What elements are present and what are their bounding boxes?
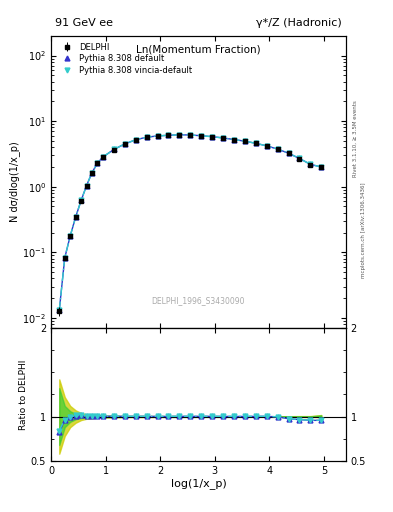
Pythia 8.308 vincia-default — [231, 136, 236, 142]
Text: 91 GeV ee: 91 GeV ee — [55, 18, 113, 28]
Pythia 8.308 default — [242, 138, 247, 144]
X-axis label: log(1/x_p): log(1/x_p) — [171, 478, 226, 489]
Text: Ln(Momentum Fraction): Ln(Momentum Fraction) — [136, 45, 261, 55]
Text: DELPHI_1996_S3430090: DELPHI_1996_S3430090 — [152, 295, 245, 305]
Pythia 8.308 vincia-default — [221, 135, 226, 141]
Pythia 8.308 vincia-default — [144, 134, 149, 140]
Pythia 8.308 vincia-default — [123, 141, 127, 147]
Pythia 8.308 default — [68, 233, 73, 239]
Pythia 8.308 default — [231, 136, 236, 142]
Pythia 8.308 vincia-default — [319, 164, 324, 170]
Pythia 8.308 vincia-default — [101, 154, 105, 160]
Pythia 8.308 default — [319, 164, 324, 170]
Text: Rivet 3.1.10, ≥ 3.5M events: Rivet 3.1.10, ≥ 3.5M events — [353, 100, 358, 177]
Pythia 8.308 vincia-default — [68, 233, 73, 239]
Pythia 8.308 vincia-default — [199, 133, 204, 139]
Pythia 8.308 default — [144, 134, 149, 140]
Pythia 8.308 default — [308, 161, 313, 167]
Pythia 8.308 vincia-default — [112, 146, 116, 153]
Pythia 8.308 vincia-default — [57, 307, 62, 313]
Text: γ*/Z (Hadronic): γ*/Z (Hadronic) — [256, 18, 342, 28]
Pythia 8.308 default — [57, 307, 62, 313]
Pythia 8.308 vincia-default — [73, 214, 78, 220]
Pythia 8.308 vincia-default — [253, 140, 258, 146]
Pythia 8.308 default — [123, 141, 127, 147]
Pythia 8.308 vincia-default — [188, 132, 193, 138]
Pythia 8.308 vincia-default — [133, 137, 138, 143]
Pythia 8.308 default — [73, 214, 78, 220]
Y-axis label: N dσ/dlog(1/x_p): N dσ/dlog(1/x_p) — [9, 141, 20, 222]
Pythia 8.308 default — [210, 134, 215, 140]
Line: Pythia 8.308 default: Pythia 8.308 default — [57, 132, 324, 313]
Pythia 8.308 default — [133, 137, 138, 143]
Pythia 8.308 default — [112, 146, 116, 153]
Pythia 8.308 vincia-default — [275, 146, 280, 152]
Pythia 8.308 vincia-default — [264, 143, 269, 149]
Pythia 8.308 default — [188, 132, 193, 138]
Pythia 8.308 default — [155, 133, 160, 139]
Pythia 8.308 vincia-default — [286, 150, 291, 156]
Pythia 8.308 default — [62, 255, 67, 261]
Pythia 8.308 default — [275, 146, 280, 152]
Pythia 8.308 vincia-default — [177, 132, 182, 138]
Pythia 8.308 vincia-default — [297, 156, 302, 162]
Pythia 8.308 vincia-default — [155, 133, 160, 139]
Pythia 8.308 default — [95, 160, 100, 166]
Pythia 8.308 default — [90, 169, 94, 176]
Pythia 8.308 vincia-default — [308, 161, 313, 167]
Pythia 8.308 vincia-default — [166, 132, 171, 138]
Pythia 8.308 default — [297, 156, 302, 162]
Pythia 8.308 vincia-default — [79, 198, 83, 204]
Text: mcplots.cern.ch [arXiv:1306.3436]: mcplots.cern.ch [arXiv:1306.3436] — [361, 183, 366, 278]
Line: Pythia 8.308 vincia-default: Pythia 8.308 vincia-default — [57, 132, 324, 313]
Pythia 8.308 default — [221, 135, 226, 141]
Pythia 8.308 vincia-default — [242, 138, 247, 144]
Pythia 8.308 vincia-default — [62, 255, 67, 261]
Pythia 8.308 vincia-default — [90, 169, 94, 176]
Pythia 8.308 vincia-default — [210, 134, 215, 140]
Pythia 8.308 default — [84, 182, 89, 188]
Pythia 8.308 vincia-default — [84, 182, 89, 188]
Pythia 8.308 default — [101, 154, 105, 160]
Pythia 8.308 vincia-default — [95, 160, 100, 166]
Pythia 8.308 default — [79, 198, 83, 204]
Pythia 8.308 default — [264, 143, 269, 149]
Pythia 8.308 default — [199, 133, 204, 139]
Pythia 8.308 default — [253, 140, 258, 146]
Y-axis label: Ratio to DELPHI: Ratio to DELPHI — [19, 359, 28, 430]
Legend: DELPHI, Pythia 8.308 default, Pythia 8.308 vincia-default: DELPHI, Pythia 8.308 default, Pythia 8.3… — [55, 40, 195, 77]
Pythia 8.308 default — [286, 150, 291, 156]
Pythia 8.308 default — [177, 132, 182, 138]
Pythia 8.308 default — [166, 132, 171, 138]
